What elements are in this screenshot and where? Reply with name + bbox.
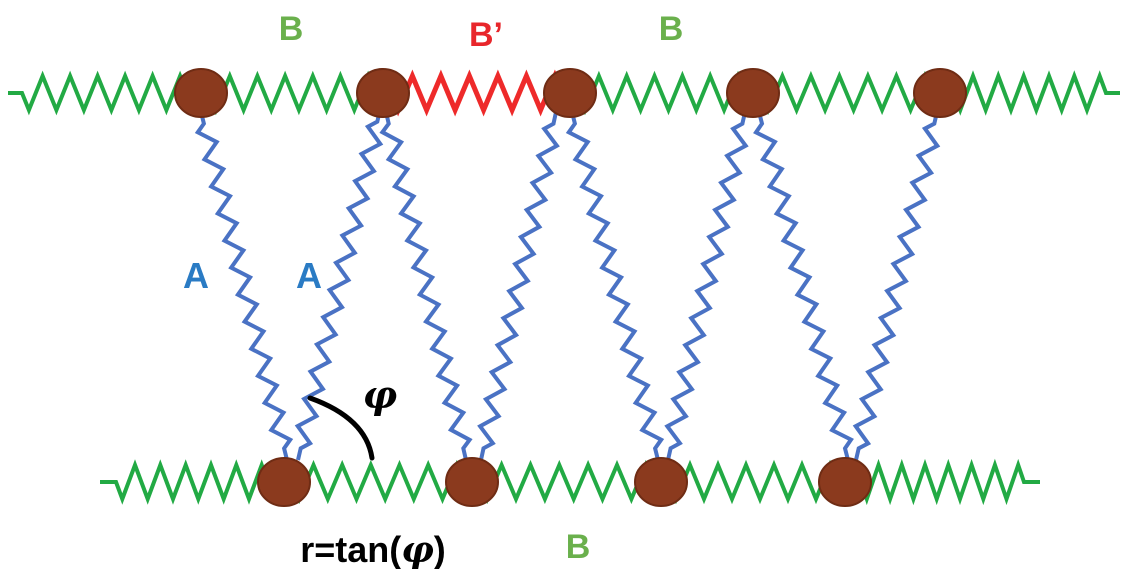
bead [913,68,967,118]
bead [174,68,228,118]
bead [445,457,499,507]
a-spring [477,111,560,461]
formula-phi: φ [401,529,434,569]
a-spring [565,111,665,461]
formula-r-tan-phi: r=tan(φ) [300,529,446,569]
beads [174,68,967,507]
label-b-top-right: B [659,10,684,48]
a-spring [852,111,941,461]
b-spring [100,459,284,505]
bead [726,68,780,118]
a-spring [753,111,854,461]
b-spring [8,70,201,116]
label-phi: φ [363,372,397,417]
bead [818,457,872,507]
b-spring [570,70,753,116]
label-b-bottom: B [566,528,591,566]
b-spring [661,459,845,505]
a-spring [664,111,749,461]
b-spring [753,70,940,116]
b-spring [472,459,661,505]
b-prime-spring [383,69,570,117]
b-spring [845,458,1040,506]
angle-layer [307,395,375,461]
label-a-right: A [296,255,322,296]
bead [356,68,410,118]
formula-suffix: ) [434,529,446,569]
a-spring [194,111,294,461]
label-b-top-left: B [279,10,304,48]
bead [257,457,311,507]
angle-arc [307,395,375,461]
formula-prefix: r=tan( [300,529,401,569]
a-spring [379,111,473,461]
bead [543,68,597,118]
a-springs [194,109,941,461]
a-spring [294,109,384,461]
label-b-prime: B’ [469,16,503,54]
label-a-left: A [183,255,209,296]
b-spring [284,459,472,505]
bead [634,457,688,507]
b-spring [201,70,383,116]
b-springs [8,69,1120,506]
